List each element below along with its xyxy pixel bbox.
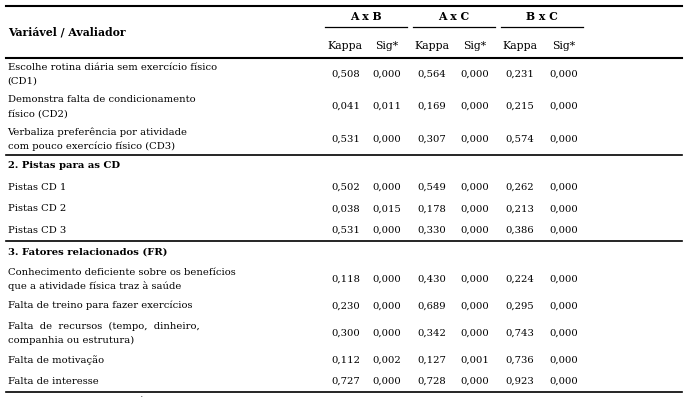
Text: 0,262: 0,262: [506, 183, 535, 192]
Text: 0,736: 0,736: [506, 355, 535, 364]
Text: 0,300: 0,300: [331, 328, 360, 337]
Text: Sig*: Sig*: [463, 41, 486, 51]
Text: 0,118: 0,118: [331, 274, 360, 283]
Text: 3. Fatores relacionados (FR): 3. Fatores relacionados (FR): [8, 247, 167, 256]
Text: 0,231: 0,231: [506, 69, 535, 78]
Text: 0,728: 0,728: [418, 377, 447, 385]
Text: Falta de interesse: Falta de interesse: [8, 377, 98, 385]
Text: 0,224: 0,224: [506, 274, 535, 283]
Text: 0,000: 0,000: [460, 301, 489, 310]
Text: Falta de motivação: Falta de motivação: [8, 355, 104, 364]
Text: 0,178: 0,178: [418, 204, 447, 213]
Text: 0,215: 0,215: [506, 102, 535, 111]
Text: B x C: B x C: [526, 12, 558, 22]
Text: Pistas CD 3: Pistas CD 3: [8, 226, 66, 235]
Text: 0,531: 0,531: [331, 226, 360, 235]
Text: 0,000: 0,000: [550, 355, 579, 364]
Text: 0,000: 0,000: [460, 377, 489, 385]
Text: 0,727: 0,727: [331, 377, 360, 385]
Text: 0,508: 0,508: [331, 69, 360, 78]
Text: 0,574: 0,574: [506, 135, 535, 143]
Text: Sig*: Sig*: [552, 41, 576, 51]
Text: 0,000: 0,000: [372, 301, 401, 310]
Text: 0,000: 0,000: [372, 274, 401, 283]
Text: 0,000: 0,000: [372, 69, 401, 78]
Text: 0,015: 0,015: [372, 204, 401, 213]
Text: 0,000: 0,000: [460, 204, 489, 213]
Text: físico (CD2): físico (CD2): [8, 110, 67, 118]
Text: 0,000: 0,000: [460, 274, 489, 283]
Text: 0,549: 0,549: [418, 183, 447, 192]
Text: 0,127: 0,127: [418, 355, 447, 364]
Text: com pouco exercício físico (CD3): com pouco exercício físico (CD3): [8, 142, 175, 151]
Text: 0,000: 0,000: [550, 69, 579, 78]
Text: 0,330: 0,330: [418, 226, 447, 235]
Text: A x C: A x C: [438, 12, 469, 22]
Text: 0,000: 0,000: [460, 135, 489, 143]
Text: Verbaliza preferência por atividade: Verbaliza preferência por atividade: [8, 127, 188, 137]
Text: Kappa: Kappa: [415, 41, 449, 51]
Text: 0,000: 0,000: [460, 69, 489, 78]
Text: 0,000: 0,000: [460, 226, 489, 235]
Text: 0,000: 0,000: [460, 102, 489, 111]
Text: Variável / Avaliador: Variável / Avaliador: [8, 26, 125, 37]
Text: 0,000: 0,000: [550, 301, 579, 310]
Text: 0,000: 0,000: [550, 102, 579, 111]
Text: 0,430: 0,430: [418, 274, 447, 283]
Text: 0,011: 0,011: [372, 102, 401, 111]
Text: 0,112: 0,112: [331, 355, 360, 364]
Text: 0,230: 0,230: [331, 301, 360, 310]
Text: 2. Pistas para as CD: 2. Pistas para as CD: [8, 162, 120, 170]
Text: 0,000: 0,000: [550, 377, 579, 385]
Text: 0,038: 0,038: [331, 204, 360, 213]
Text: 0,000: 0,000: [550, 328, 579, 337]
Text: 0,000: 0,000: [372, 183, 401, 192]
Text: 0,000: 0,000: [550, 204, 579, 213]
Text: Demonstra falta de condicionamento: Demonstra falta de condicionamento: [8, 95, 195, 104]
Text: 0,000: 0,000: [550, 135, 579, 143]
Text: Falta  de  recursos  (tempo,  dinheiro,: Falta de recursos (tempo, dinheiro,: [8, 322, 200, 331]
Text: Falta de treino para fazer exercícios: Falta de treino para fazer exercícios: [8, 301, 192, 310]
Text: 0,002: 0,002: [372, 355, 401, 364]
Text: (CD1): (CD1): [8, 77, 38, 86]
Text: que a atividade física traz à saúde: que a atividade física traz à saúde: [8, 281, 181, 291]
Text: 0,000: 0,000: [550, 183, 579, 192]
Text: 0,307: 0,307: [418, 135, 447, 143]
Text: 0,295: 0,295: [506, 301, 535, 310]
Text: Pistas CD 1: Pistas CD 1: [8, 183, 66, 192]
Text: 0,342: 0,342: [418, 328, 447, 337]
Text: 0,000: 0,000: [372, 328, 401, 337]
Text: 0,169: 0,169: [418, 102, 447, 111]
Text: 0,000: 0,000: [460, 328, 489, 337]
Text: 0,001: 0,001: [460, 355, 489, 364]
Text: 0,000: 0,000: [550, 226, 579, 235]
Text: 0,000: 0,000: [372, 377, 401, 385]
Text: companhia ou estrutura): companhia ou estrutura): [8, 336, 134, 345]
Text: Conhecimento deficiente sobre os benefícios: Conhecimento deficiente sobre os benefíc…: [8, 268, 235, 277]
Text: A x B: A x B: [350, 12, 382, 22]
Text: 0,000: 0,000: [372, 135, 401, 143]
Text: 0,000: 0,000: [460, 183, 489, 192]
Text: Escolhe rotina diária sem exercício físico: Escolhe rotina diária sem exercício físi…: [8, 63, 217, 72]
Text: 0,531: 0,531: [331, 135, 360, 143]
Text: Sig*: Sig*: [375, 41, 398, 51]
Text: Pistas CD 2: Pistas CD 2: [8, 204, 66, 213]
Text: 0,689: 0,689: [418, 301, 447, 310]
Text: 0,923: 0,923: [506, 377, 535, 385]
Text: 0,502: 0,502: [331, 183, 360, 192]
Text: 0,041: 0,041: [331, 102, 360, 111]
Text: 0,386: 0,386: [506, 226, 535, 235]
Text: Kappa: Kappa: [328, 41, 363, 51]
Text: 0,000: 0,000: [550, 274, 579, 283]
Text: 0,564: 0,564: [418, 69, 447, 78]
Text: 0,000: 0,000: [372, 226, 401, 235]
Text: 0,743: 0,743: [506, 328, 535, 337]
Text: 0,213: 0,213: [506, 204, 535, 213]
Text: Kappa: Kappa: [503, 41, 537, 51]
